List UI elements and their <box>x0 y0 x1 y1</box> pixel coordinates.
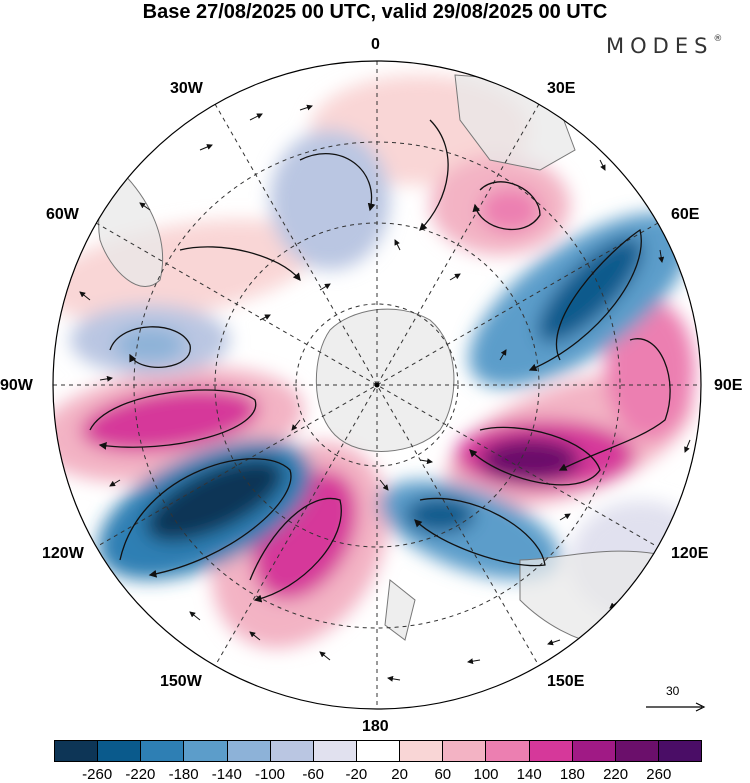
wind-arrow <box>259 314 271 321</box>
colorbar-tick-label: 100 <box>473 766 499 783</box>
wind-arrow <box>559 513 571 521</box>
wind-arrow <box>249 631 261 641</box>
wind-arrow <box>109 479 121 487</box>
wind-arrow <box>199 144 213 151</box>
colorbar-swatch <box>313 741 357 761</box>
streamline <box>414 497 546 567</box>
streamline <box>299 153 376 212</box>
anomaly-neg <box>405 497 475 533</box>
lon-label-90e: 90E <box>714 377 743 394</box>
colorbar-tick-label: 260 <box>646 766 672 783</box>
streamline <box>469 426 601 486</box>
new-zealand <box>384 579 416 641</box>
latitude-circle <box>295 303 459 467</box>
colorbar-swatch <box>98 741 142 761</box>
colorbar-swatch <box>529 741 573 761</box>
colorbar <box>54 740 702 762</box>
lon-label-30e: 30E <box>547 80 576 97</box>
anomaly-field <box>53 75 701 649</box>
logo-text: MODES <box>606 34 714 58</box>
colorbar-swatch <box>55 741 99 761</box>
colorbar-swatch <box>270 741 314 761</box>
wind-arrow <box>394 239 401 251</box>
wind-arrow <box>449 273 461 281</box>
wind-arrow <box>139 202 151 211</box>
colorbar-tick-label: 140 <box>516 766 542 783</box>
lon-label-120e: 120E <box>671 545 709 562</box>
colorbar-tick-label: -180 <box>168 766 199 783</box>
wind-arrow <box>499 349 507 361</box>
wind-arrow <box>249 113 263 121</box>
anomaly-pos <box>480 438 580 482</box>
reference-vector-arrow <box>646 702 706 712</box>
colorbar-tick-label: -60 <box>302 766 325 783</box>
wind-arrow <box>299 104 313 111</box>
colorbar-tick-label: -20 <box>345 766 368 783</box>
anomaly-pos <box>605 300 695 440</box>
wind-arrow <box>387 675 401 682</box>
map-boundary <box>52 60 702 710</box>
colorbar-swatch <box>658 741 702 761</box>
colorbar-tick-label: -100 <box>254 766 286 783</box>
circulation-streamlines <box>89 119 671 603</box>
lon-label-120w: 120W <box>42 545 84 562</box>
wind-arrow <box>467 658 481 665</box>
lon-label-60w: 60W <box>46 206 79 223</box>
streamline <box>109 326 191 368</box>
reference-vector-label: 30 <box>666 684 680 698</box>
anomaly-pos <box>480 188 540 232</box>
colorbar-tick-label: 180 <box>559 766 585 783</box>
lon-label-90w: 90W <box>0 377 33 394</box>
lon-label-180: 180 <box>362 718 389 735</box>
lon-label-30w: 30W <box>170 80 203 97</box>
colorbar-swatch <box>184 741 228 761</box>
streamline <box>558 338 671 471</box>
colorbar-swatch <box>356 741 401 761</box>
streamline <box>528 228 642 372</box>
modes-logo: MODES® <box>606 34 722 58</box>
map-title: Base 27/08/2025 00 UTC, valid 29/08/2025… <box>142 1 608 23</box>
wind-arrow <box>99 375 113 382</box>
polar-map <box>52 60 702 710</box>
wind-arrow <box>684 439 691 453</box>
wind-arrow <box>379 479 389 491</box>
wind-arrow <box>599 159 606 171</box>
lon-label-0: 0 <box>371 36 380 53</box>
streamline <box>89 389 257 450</box>
streamline <box>472 181 541 231</box>
wind-arrow <box>658 249 665 263</box>
registered-mark: ® <box>713 34 723 44</box>
streamline <box>179 246 301 282</box>
colorbar-swatch <box>227 741 271 761</box>
wind-arrow <box>319 283 331 291</box>
wind-vectors <box>79 104 691 682</box>
colorbar-swatch <box>486 741 530 761</box>
streamline <box>249 497 342 603</box>
colorbar-swatch <box>615 741 659 761</box>
colorbar-tick-label: -260 <box>82 766 113 783</box>
wind-arrow <box>79 291 91 301</box>
colorbar-tick-label: -220 <box>125 766 156 783</box>
streamline <box>119 458 292 578</box>
colorbar-swatch <box>141 741 185 761</box>
wind-arrow <box>291 419 301 431</box>
anomaly-neg <box>145 458 285 542</box>
lon-label-150w: 150W <box>160 673 202 690</box>
colorbar-swatch <box>572 741 616 761</box>
colorbar-swatch <box>443 741 487 761</box>
colorbar-swatch <box>400 741 444 761</box>
colorbar-tick-label: 60 <box>434 766 452 783</box>
lon-label-150e: 150E <box>547 673 585 690</box>
wind-arrow <box>547 639 561 646</box>
lon-label-60e: 60E <box>671 206 700 223</box>
wind-arrow <box>189 611 201 621</box>
streamline <box>419 119 449 231</box>
south-pole-dot <box>374 382 380 388</box>
colorbar-tick-label: -140 <box>211 766 242 783</box>
colorbar-tick-label: 220 <box>603 766 629 783</box>
anomaly-neg <box>270 130 390 270</box>
wind-arrow <box>319 651 331 661</box>
wind-arrow <box>419 458 433 465</box>
colorbar-tick-label: 20 <box>391 766 408 783</box>
